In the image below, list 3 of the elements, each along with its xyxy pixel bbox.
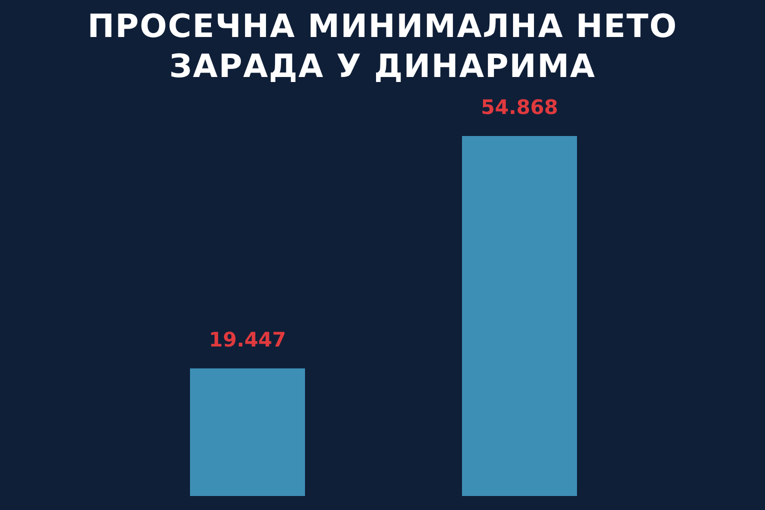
data-label: 19.447	[208, 327, 286, 352]
data-label: 54.868	[480, 95, 558, 119]
chart-title: ПРОСЕЧНА МИНИМАЛНА НЕТО ЗАРАДА У ДИНАРИМА	[86, 6, 679, 86]
